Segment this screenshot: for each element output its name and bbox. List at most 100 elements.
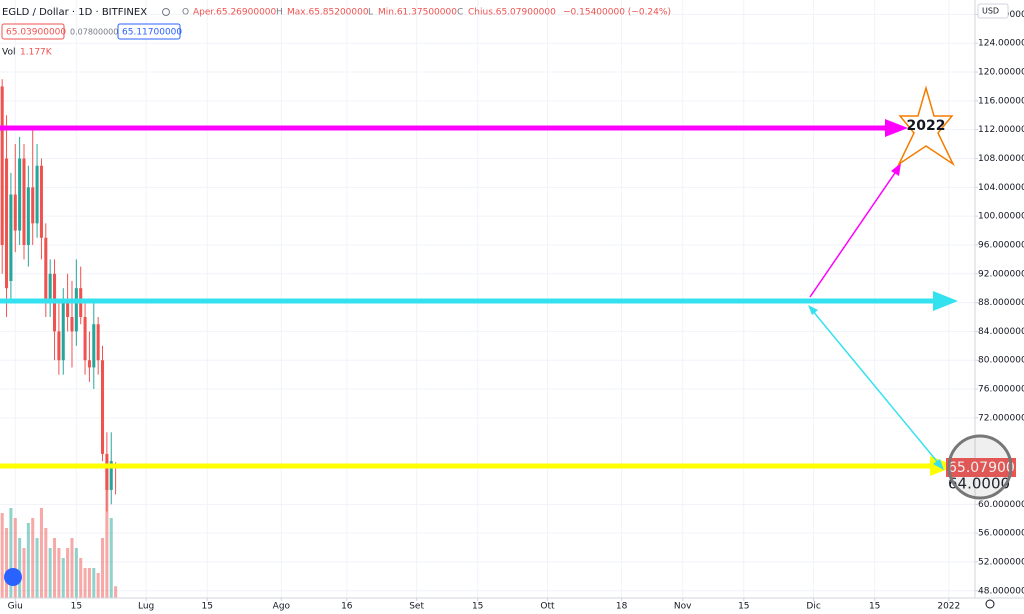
volume-bar [74,548,78,598]
x-tick-label: 16 [341,602,353,612]
candle-body [44,237,48,303]
y-tick-label: 120.00000000 [978,68,1024,78]
candle-body [18,158,22,231]
cyan-arrow-tail [808,305,818,315]
volume-bar [96,573,100,598]
y-tick-label: 60.00000000 [978,500,1024,510]
candle-body [48,273,52,303]
volume-bar [87,568,91,598]
cyan-arrow [811,309,941,466]
x-tick-label: 15 [738,602,749,612]
magenta-arrow-tip [891,163,901,176]
x-tick-label: Nov [674,602,692,612]
change: −0.15400000 (−0.24%) [563,8,671,18]
spread: 0.07800000 [70,28,118,37]
volume-bar [92,568,96,598]
volume-bar [5,528,9,598]
logo[interactable] [4,568,22,586]
volume-bar [9,508,13,598]
h-val: Max.65.85200000 [287,8,369,18]
candle-body [35,165,39,224]
volume-bar [66,548,70,598]
volume-bar [100,538,105,598]
x-tick-label: 2022 [937,602,960,612]
status-dot [162,8,170,16]
candle-body [39,165,43,238]
x-tick-label: 15 [869,602,880,612]
volume-bar [79,558,83,598]
x-tick-label: 18 [616,602,628,612]
axes: 48.00000000 52.00000000 56.00000000 60.0000… [8,10,1024,612]
y-tick-label: 124.00000000 [978,39,1024,49]
x-tick-label: 15 [201,602,212,612]
candle-body [13,194,17,231]
ask-box[interactable] [117,23,181,40]
l-val: Min.61.37500000 [378,8,457,18]
candle-body [105,453,109,490]
candle-body [57,331,61,361]
ask[interactable]: 65.11700000 [122,28,182,38]
y-tick-label: 104.00000000 [978,183,1024,193]
x-tick-label: Dic [806,602,820,612]
y-tick-label: 100.00000000 [978,212,1024,222]
y-tick-label: 52.00000000 [978,557,1024,567]
candle-body [96,324,100,361]
volume-bar [114,586,118,598]
candle-body [100,360,105,454]
x-tick-label: Giu [8,602,23,612]
price-tag-label: 65.07900 [948,460,1015,476]
candle-body [31,187,35,224]
y-tick-label: 72.00000000 [978,413,1024,423]
currency[interactable]: USD [982,7,999,16]
o-val: Aper.65.26900000 [193,8,277,18]
h-key: H [276,8,283,18]
y-tick-label: 88.00000000 [978,298,1024,308]
price-tag [946,458,1016,477]
star-label: 2022 [907,118,946,134]
highlight-circle [947,434,1013,500]
vol-key: Vol [2,48,15,58]
candle-body [0,86,4,245]
candle-body [5,158,9,289]
bid-box[interactable] [1,23,65,40]
candle-body [66,302,70,318]
candle-body [87,360,91,368]
covered-tick-label: 64.0000 [948,475,1010,493]
y-tick-label: 116.00000000 [978,96,1024,106]
candle-body [22,158,26,245]
symbol: EGLD / Dollar · 1D · BITFINEX [2,7,147,18]
y-tick-label: 76.00000000 [978,385,1024,395]
currency-button[interactable] [977,3,1009,19]
magenta-arrow [809,169,898,298]
volume-bar [0,513,4,598]
candle-body [26,187,30,245]
volume-bar [26,523,30,598]
bid[interactable]: 65.03900000 [6,28,66,38]
volume-bar [105,468,109,598]
x-tick-label: Ago [273,602,291,612]
y-tick-label: 112.00000000 [978,125,1024,135]
x-tick-label: Ott [540,602,555,612]
y-tick-label: 84.00000000 [978,327,1024,337]
volume-bar [61,558,65,598]
candle-body [74,288,78,332]
volume-bar [70,538,74,598]
magenta-arrowhead [885,119,908,137]
cyan-arrowhead [933,291,958,311]
volume-bar [57,548,61,598]
o-key: O [182,8,189,18]
volume-bar [35,538,39,598]
volume-bar [44,528,48,598]
volume-bar [39,508,43,598]
candle-body [83,317,87,361]
candle-layer [0,79,118,512]
volume-layer [0,468,118,598]
candle-body [9,194,13,281]
y-tick-label: 108.00000000 [978,154,1024,164]
volume-bar [22,548,26,598]
volume-bar [13,518,17,598]
volume-bar [53,538,57,598]
settings-icon[interactable] [985,599,995,609]
candle-body [61,302,65,361]
